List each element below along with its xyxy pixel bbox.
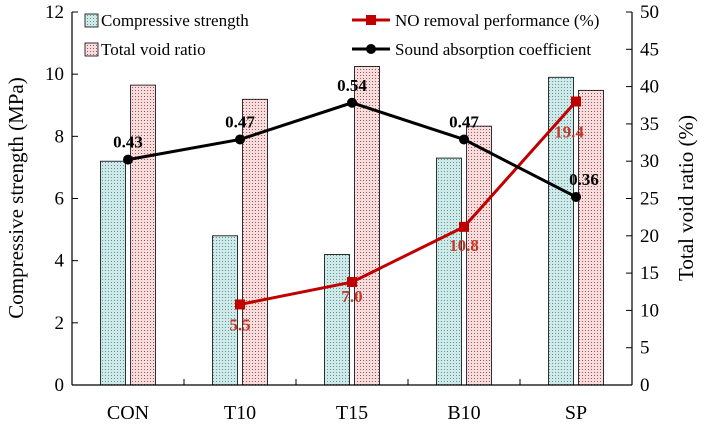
legend-label-compressive: Compressive strength <box>101 11 249 30</box>
x-tick-label-SP: SP <box>565 402 587 424</box>
lines-layer <box>123 96 581 310</box>
line-sound-absorption <box>127 101 577 199</box>
legend-label-sound: Sound absorption coefficient <box>395 40 591 59</box>
bar-compressive-T15 <box>324 254 350 386</box>
marker-sound-T10 <box>235 134 245 145</box>
axes-layer: 0 2 4 6 8 10 12 0 5 10 15 20 25 30 35 40 45 50 CON T10 T15 B1… <box>45 2 659 424</box>
marker-sound-SP <box>571 191 581 202</box>
label-sound-B10: 0.47 <box>449 112 479 131</box>
x-tick-label-CON: CON <box>107 402 149 424</box>
bar-void-CON <box>130 84 156 386</box>
marker-sound-B10 <box>459 134 469 145</box>
label-sound-T15: 0.54 <box>337 76 367 95</box>
right-tick-label: 25 <box>640 189 659 210</box>
marker-no-SP <box>571 96 581 107</box>
legend-marker-sound <box>366 44 376 54</box>
x-tick-label-T15: T15 <box>336 402 368 424</box>
bar-void-SP <box>578 89 604 386</box>
label-sound-CON: 0.43 <box>113 133 143 152</box>
bar-void-T15 <box>354 66 380 386</box>
left-tick-label: 0 <box>55 375 65 396</box>
label-no-SP: 19.4 <box>554 123 584 142</box>
right-tick-label: 5 <box>640 338 650 359</box>
right-axis-title: Total void ratio (%) <box>674 115 698 281</box>
legend-swatch-void <box>84 42 99 57</box>
right-tick-label: 10 <box>640 300 659 321</box>
right-tick-label: 30 <box>640 151 659 172</box>
right-tick-label: 40 <box>640 77 659 98</box>
bar-compressive-CON <box>100 160 126 386</box>
left-tick-label: 12 <box>45 2 64 23</box>
bar-compressive-T10 <box>212 235 238 386</box>
marker-no-B10 <box>459 221 469 232</box>
bar-void-T10 <box>242 98 268 386</box>
marker-sound-CON <box>123 154 133 165</box>
left-tick-label: 6 <box>55 189 65 210</box>
left-axis-title: Compressive strength (MPa) <box>4 77 28 318</box>
label-no-T15: 7.0 <box>341 287 362 306</box>
marker-no-T10 <box>235 299 245 310</box>
line-no-removal <box>239 100 578 306</box>
legend-marker-no <box>366 15 376 25</box>
right-tick-label: 50 <box>640 2 659 23</box>
right-tick-label: 35 <box>640 114 659 135</box>
x-tick-label-B10: B10 <box>447 402 480 424</box>
legend-swatch-compressive <box>84 13 99 28</box>
left-tick-label: 8 <box>55 126 65 147</box>
bar-void-B10 <box>466 125 492 386</box>
x-tick-label-T10: T10 <box>224 402 256 424</box>
left-tick-label: 2 <box>55 313 65 334</box>
legend: Compressive strength Total void ratio NO… <box>84 11 599 59</box>
right-tick-label: 20 <box>640 226 659 247</box>
marker-no-T15 <box>347 277 357 288</box>
label-no-B10: 10.8 <box>449 236 479 255</box>
legend-label-void: Total void ratio <box>101 40 206 59</box>
label-no-T10: 5.5 <box>229 315 250 334</box>
legend-label-no: NO removal performance (%) <box>395 11 599 30</box>
right-tick-label: 45 <box>640 39 659 60</box>
label-sound-T10: 0.47 <box>225 112 255 131</box>
bars-layer <box>100 66 604 386</box>
marker-sound-T15 <box>347 97 357 108</box>
labels-layer: 0.43 0.47 0.54 0.47 0.36 5.5 7.0 10.8 19.4 <box>113 76 599 335</box>
right-tick-label: 15 <box>640 263 659 284</box>
label-sound-SP: 0.36 <box>569 170 599 189</box>
bar-compressive-B10 <box>436 157 462 386</box>
left-tick-label: 10 <box>45 64 64 85</box>
right-tick-label: 0 <box>640 375 650 396</box>
left-tick-label: 4 <box>55 251 65 272</box>
